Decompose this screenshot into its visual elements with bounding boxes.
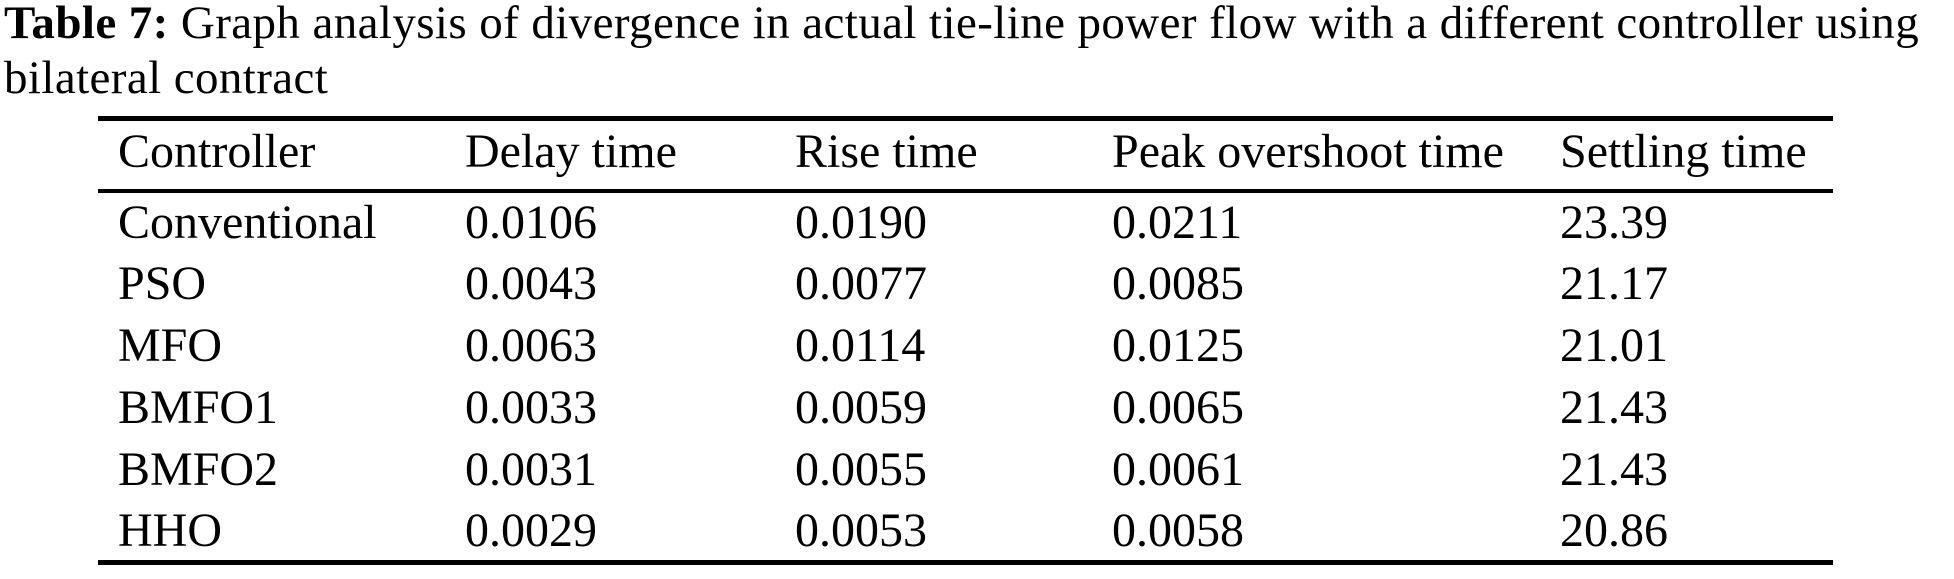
col-header-delay-time: Delay time	[465, 118, 795, 193]
cell-settling-time: 21.43	[1560, 443, 1668, 496]
cell-rise-time: 0.0077	[795, 257, 927, 310]
cell-settling-time: 21.01	[1560, 319, 1668, 372]
cell-delay-time: 0.0029	[465, 503, 597, 557]
caption-text-line1: Graph analysis of divergence in actual t…	[168, 0, 1920, 49]
col-header-controller: Controller	[98, 118, 465, 193]
cell-controller: BMFO1	[118, 381, 279, 434]
cell-controller: MFO	[118, 319, 223, 372]
table-row-bmfo2: BMFO2 0.0031 0.0055 0.0061 21.43	[98, 439, 1833, 501]
cell-peak-overshoot-time: 0.0058	[1112, 503, 1244, 557]
cell-controller: PSO	[118, 257, 207, 310]
table-caption: Table 7: Graph analysis of divergence in…	[4, 0, 1952, 106]
cell-peak-overshoot-time: 0.0085	[1112, 257, 1244, 310]
cell-peak-overshoot-time: 0.0061	[1112, 443, 1244, 496]
cell-peak-overshoot-time: 0.0065	[1112, 381, 1244, 434]
table-row-hho: HHO 0.0029 0.0053 0.0058 20.86	[98, 501, 1833, 563]
caption-label: Table 7:	[4, 0, 169, 49]
table-row-conventional: Conventional 0.0106 0.0190 0.0211 23.39	[98, 191, 1833, 253]
table-row-mfo: MFO 0.0063 0.0114 0.0125 21.01	[98, 315, 1833, 377]
cell-controller: HHO	[118, 503, 222, 557]
cell-rise-time: 0.0190	[795, 196, 927, 249]
cell-settling-time: 21.43	[1560, 381, 1668, 434]
cell-rise-time: 0.0053	[795, 503, 927, 557]
cell-controller: BMFO2	[118, 443, 279, 496]
cell-delay-time: 0.0043	[465, 257, 597, 310]
cell-peak-overshoot-time: 0.0125	[1112, 319, 1244, 372]
col-header-settling-time: Settling time	[1560, 118, 1833, 193]
cell-rise-time: 0.0114	[795, 319, 926, 372]
caption-line-1: Table 7: Graph analysis of divergence in…	[4, 0, 1952, 51]
cell-delay-time: 0.0106	[465, 196, 597, 249]
cell-peak-overshoot-time: 0.0211	[1112, 196, 1243, 249]
cell-delay-time: 0.0033	[465, 381, 597, 434]
cell-delay-time: 0.0063	[465, 319, 597, 372]
cell-delay-time: 0.0031	[465, 443, 597, 496]
cell-settling-time: 23.39	[1560, 196, 1668, 249]
cell-settling-time: 20.86	[1560, 503, 1668, 557]
header-row: Controller Delay time Rise time Peak ove…	[98, 118, 1833, 193]
cell-rise-time: 0.0055	[795, 443, 927, 496]
results-table: Controller Delay time Rise time Peak ove…	[98, 116, 1833, 565]
cell-controller: Conventional	[118, 196, 377, 249]
col-header-rise-time: Rise time	[795, 118, 1112, 193]
caption-line-2: bilateral contract	[4, 52, 329, 104]
table-row-bmfo1: BMFO1 0.0033 0.0059 0.0065 21.43	[98, 377, 1833, 439]
col-header-peak-overshoot-time: Peak overshoot time	[1112, 118, 1560, 193]
cell-settling-time: 21.17	[1560, 257, 1668, 310]
table-row-pso: PSO 0.0043 0.0077 0.0085 21.17	[98, 253, 1833, 315]
cell-rise-time: 0.0059	[795, 381, 927, 434]
